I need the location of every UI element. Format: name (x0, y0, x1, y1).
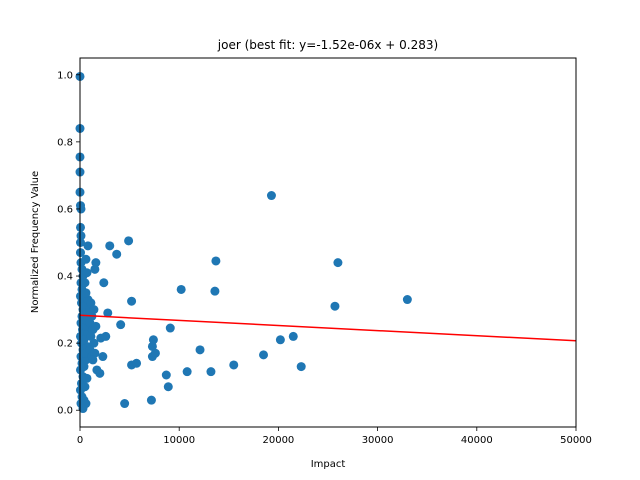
data-point (116, 320, 126, 330)
x-axis-label: Impact (311, 459, 346, 470)
data-point (402, 295, 412, 305)
data-point (330, 301, 340, 311)
data-point (89, 338, 99, 348)
data-point (195, 345, 205, 355)
plot-area (80, 58, 576, 427)
data-point (81, 254, 91, 264)
data-point (98, 352, 108, 362)
data-point (99, 278, 109, 288)
data-point (88, 355, 98, 365)
data-point (211, 256, 221, 266)
data-point (91, 258, 101, 268)
data-point (147, 341, 157, 351)
data-point (89, 305, 99, 315)
y-axis-label: Normalized Frequency Value (30, 171, 41, 313)
data-point (275, 335, 285, 345)
y-tick-label: 1.0 (57, 70, 73, 81)
data-point (82, 268, 92, 278)
y-tick-label: 0.2 (57, 339, 73, 350)
x-tick-label: 50000 (560, 435, 592, 446)
x-tick-label: 40000 (461, 435, 493, 446)
data-point (105, 241, 115, 251)
data-point (81, 399, 91, 409)
data-point (146, 395, 156, 405)
y-tick-label: 0.6 (57, 204, 73, 215)
data-point (86, 298, 96, 308)
fit-line-layer (79, 314, 577, 342)
y-tick-label: 0.4 (57, 272, 73, 283)
data-point (86, 331, 96, 341)
data-point (296, 362, 306, 372)
data-point (120, 399, 130, 409)
data-point (259, 350, 269, 360)
data-point (90, 264, 100, 274)
data-point (101, 331, 111, 341)
data-point (210, 286, 220, 296)
data-point (124, 236, 134, 246)
y-tick-label: 0.8 (57, 137, 73, 148)
data-point (150, 348, 160, 358)
x-tick-label: 20000 (262, 435, 294, 446)
data-point (127, 296, 137, 306)
plot-frame (79, 57, 577, 428)
x-tick-label: 0 (77, 435, 83, 446)
data-point (83, 241, 93, 251)
points-layer (75, 71, 412, 414)
data-point (81, 288, 91, 298)
data-point (80, 278, 90, 288)
data-point (148, 335, 158, 345)
data-point (182, 367, 192, 377)
data-point (161, 370, 171, 380)
data-point (91, 321, 101, 331)
data-point (206, 367, 216, 377)
data-point (132, 358, 142, 368)
data-point (112, 249, 122, 259)
y-tick-label: 0.0 (57, 406, 73, 417)
data-point (266, 191, 276, 201)
data-point (95, 368, 105, 378)
chart-title: joer (best fit: y=-1.52e-06x + 0.283) (217, 38, 438, 52)
x-tick-label: 30000 (362, 435, 394, 446)
data-point (288, 331, 298, 341)
data-point (163, 382, 173, 392)
x-tick-label: 10000 (163, 435, 195, 446)
y-ticks: 0.0 0.2 0.4 0.6 0.8 1.0 (57, 70, 80, 417)
data-point (103, 308, 113, 318)
data-point (80, 382, 90, 392)
data-point (333, 258, 343, 268)
data-point (76, 204, 86, 214)
data-point (165, 323, 175, 333)
best-fit-line (79, 314, 577, 342)
data-point (82, 373, 92, 383)
data-point (229, 360, 239, 370)
data-point (176, 284, 186, 294)
data-point (79, 335, 89, 345)
data-point (76, 231, 86, 241)
x-ticks: 0 10000 20000 30000 40000 50000 (77, 427, 592, 446)
